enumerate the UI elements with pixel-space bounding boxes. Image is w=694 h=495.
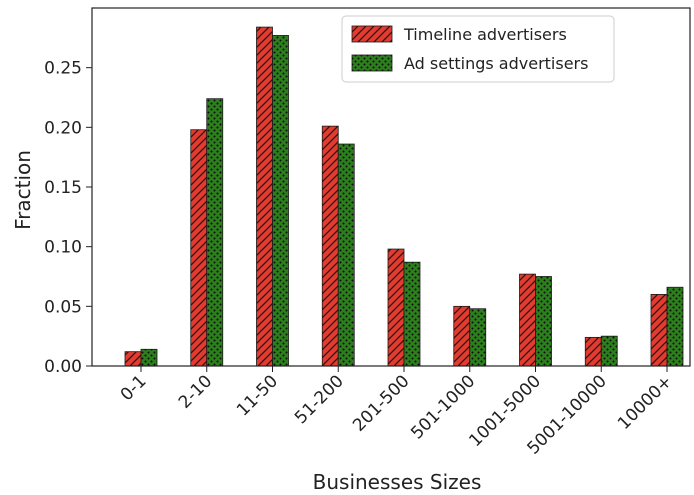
bar-adsettings-10000+	[666, 286, 684, 367]
x-tick-label: 201-500	[349, 371, 413, 435]
bar-adsettings-5001-10000	[600, 335, 618, 367]
x-tick-label: 51-200	[291, 371, 348, 428]
x-tick-label: 10000+	[614, 371, 676, 433]
bar-adsettings-201-500	[403, 261, 421, 367]
y-tick-label: 0.05	[44, 297, 82, 317]
bar-adsettings-51-200	[337, 143, 355, 367]
bar-adsettings-11-50	[272, 35, 289, 367]
bar-timeline-2-10	[190, 129, 208, 367]
x-tick-label: 0-1	[117, 371, 151, 405]
bar-adsettings-2-10	[206, 98, 224, 367]
bar-adsettings-501-1000	[469, 308, 487, 367]
bar-timeline-1001-5000	[519, 273, 536, 367]
bars-group	[124, 26, 684, 367]
legend: Timeline advertisers Ad settings adverti…	[341, 15, 615, 83]
bar-timeline-501-1000	[453, 305, 471, 367]
y-tick-label: 0.25	[44, 59, 82, 79]
y-tick-label: 0.15	[44, 178, 82, 198]
bar-timeline-5001-10000	[584, 336, 602, 367]
bar-timeline-201-500	[387, 248, 405, 367]
legend-swatch-adsettings	[351, 54, 393, 72]
bar-timeline-10000+	[650, 293, 668, 367]
legend-swatch-timeline	[351, 25, 393, 43]
y-axis: 0.00 0.05 0.10 0.15 0.20 0.25	[44, 59, 92, 377]
y-tick-label: 0.00	[44, 357, 82, 377]
bar-timeline-0-1	[124, 351, 142, 367]
x-axis-title: Businesses Sizes	[313, 470, 482, 494]
bar-adsettings-1001-5000	[535, 276, 552, 367]
legend-frame	[341, 15, 615, 83]
legend-label-adsettings: Ad settings advertisers	[404, 54, 588, 73]
y-tick-label: 0.10	[44, 238, 82, 258]
y-tick-label: 0.20	[44, 118, 82, 138]
x-tick-label: 2-10	[175, 371, 216, 412]
y-axis-title: Fraction	[11, 150, 35, 230]
bar-timeline-51-200	[321, 125, 339, 367]
plot-frame	[91, 7, 691, 367]
x-tick-label: 11-50	[233, 371, 282, 420]
x-axis: 0-1 2-10 11-50 51-200 201-500501-10001001-50…	[117, 366, 677, 459]
legend-label-timeline: Timeline advertisers	[403, 25, 567, 44]
bar-timeline-11-50	[256, 26, 273, 367]
bar-adsettings-0-1	[140, 348, 158, 367]
